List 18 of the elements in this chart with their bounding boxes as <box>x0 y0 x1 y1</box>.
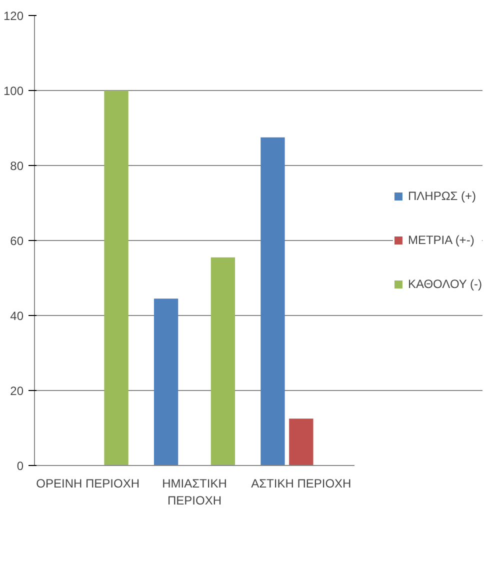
bar <box>289 418 314 466</box>
bar <box>260 137 285 466</box>
x-tick-label: ΑΣΤΙΚΗ ΠΕΡΙΟΧΗ <box>251 476 352 490</box>
legend-label: ΠΛΗΡΩΣ (+) <box>408 189 476 203</box>
y-tick-label: 0 <box>16 459 24 473</box>
y-tick-label: 100 <box>3 84 24 98</box>
bar <box>104 90 128 466</box>
y-tick-label: 20 <box>10 384 24 398</box>
y-tick-label: 40 <box>10 309 24 323</box>
bar <box>210 257 236 466</box>
x-tick-label: ΟΡΕΙΝΗ ΠΕΡΙΟΧΗ <box>36 476 140 490</box>
y-tick-label: 80 <box>10 159 24 173</box>
legend-label: ΜΕΤΡΙΑ (+-) <box>408 233 474 247</box>
y-tick-label: 120 <box>3 9 24 23</box>
x-tick-label: ΗΜΙΑΣΤΙΚΗ ΠΕΡΙΟΧΗ <box>162 476 227 508</box>
legend-label: ΚΑΘΟΛΟΥ (-) <box>408 277 482 291</box>
y-tick-label: 60 <box>10 234 24 248</box>
bar <box>154 298 178 466</box>
